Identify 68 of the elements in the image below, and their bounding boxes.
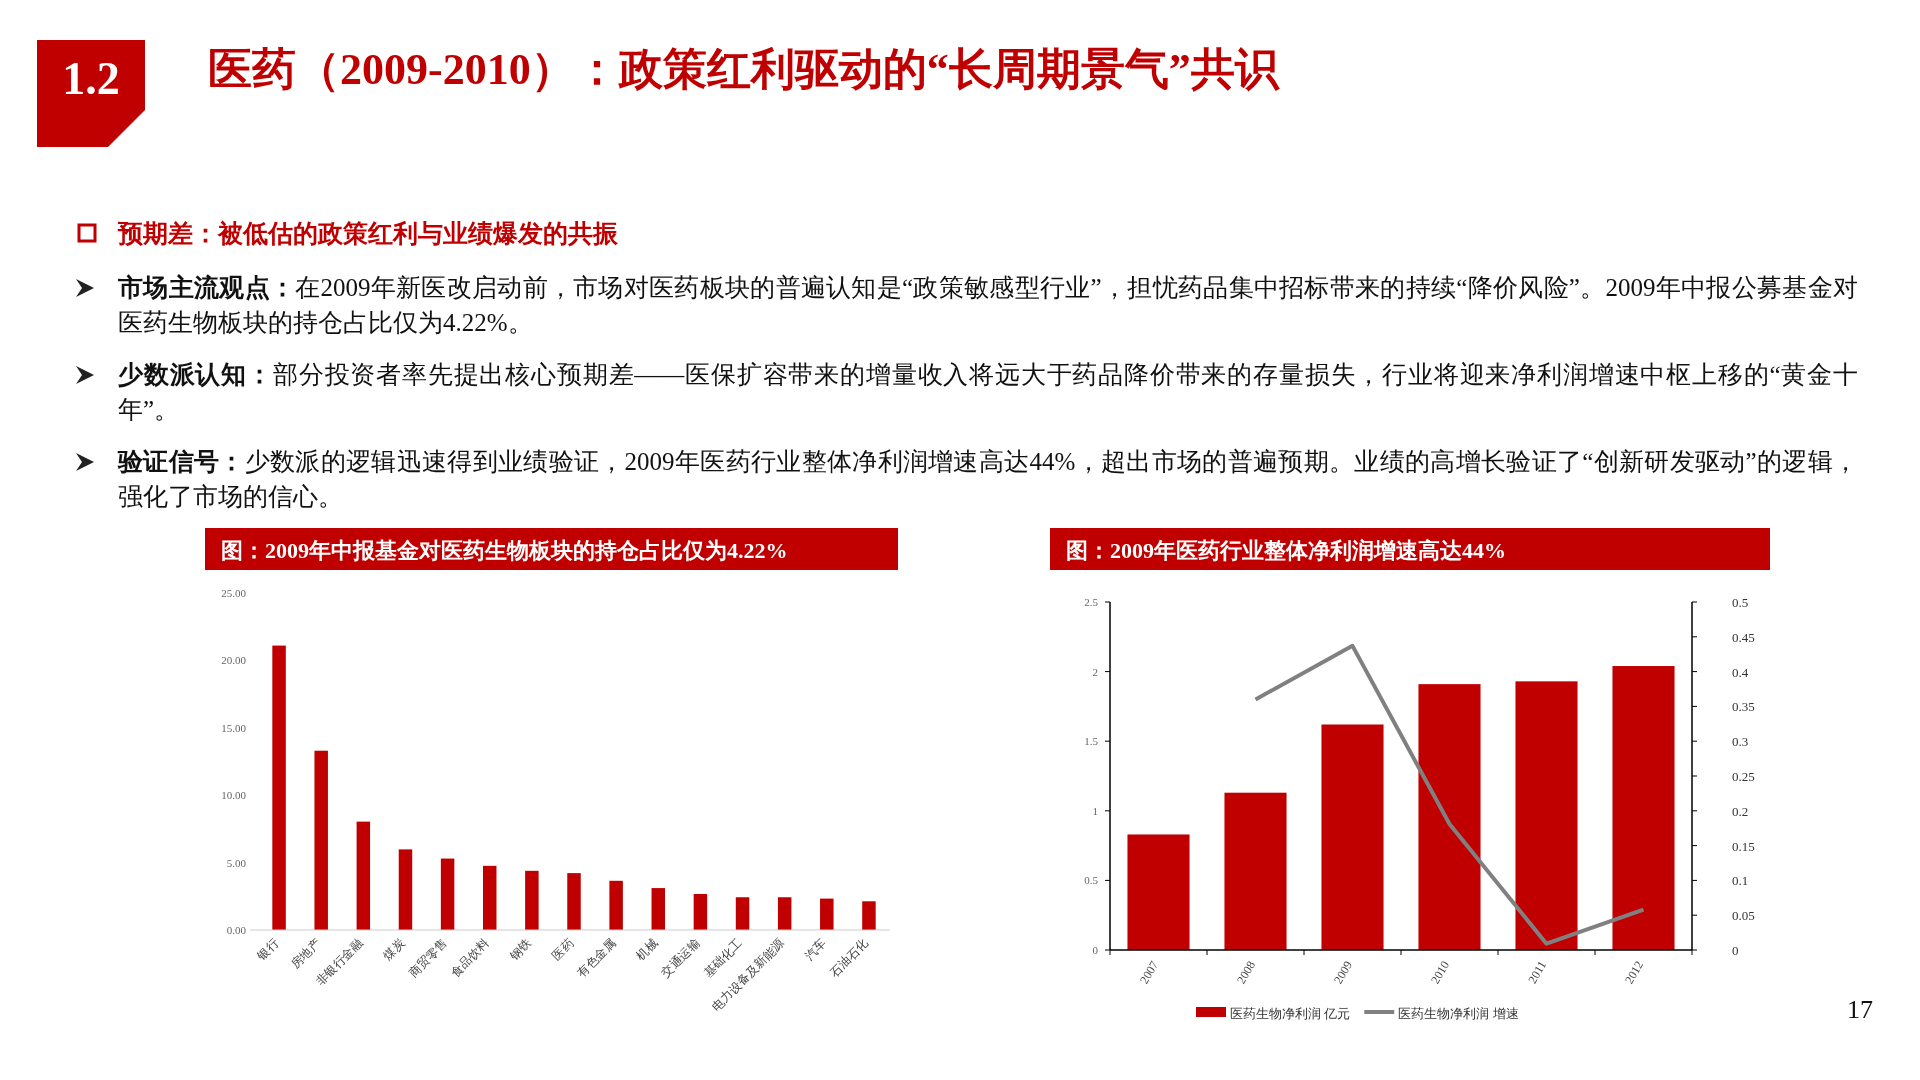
- text: 预期差：被低估的政策红利与业绩爆发的共振: [118, 219, 618, 249]
- bar: [440, 858, 455, 930]
- bar: [356, 821, 371, 930]
- bar: [693, 894, 708, 930]
- y-tick-label: 0: [1092, 944, 1099, 956]
- bar: [1418, 684, 1481, 950]
- bar: [609, 880, 623, 930]
- legend-label: 医药生物净利润 亿元: [1230, 1006, 1351, 1021]
- y-tick-label: 2.5: [1084, 596, 1099, 608]
- y2-tick-label: 0.45: [1732, 629, 1755, 645]
- bar: [1321, 724, 1384, 950]
- bar: [1224, 792, 1287, 950]
- y-tick-label: 25.00: [221, 587, 247, 599]
- y2-tick-label: 0: [1732, 943, 1739, 958]
- y-tick-label: 1: [1092, 804, 1098, 817]
- y2-tick-label: 0.05: [1732, 908, 1755, 924]
- chart-title: 图：2009年医药行业整体净利润增速高达44%: [1066, 538, 1506, 563]
- bar: [272, 645, 286, 930]
- bar: [314, 750, 328, 930]
- chart-title: 图：2009年中报基金对医药生物板块的持仓占比仅为4.22%: [221, 538, 788, 563]
- x-tick-label: 钢铁: [506, 936, 534, 964]
- y2-tick-label: 0.35: [1732, 699, 1755, 715]
- y2-tick-label: 0.15: [1732, 838, 1755, 854]
- text: 市场主流观点：在2009年新医改启动前，市场对医药板块的普遍认知是“政策敏感型行业”，担忧药品集中招标带来的持续“降价风险”。2009年中报公募基金对医药生物板块的持仓占比仅为4.22%。: [118, 273, 1858, 338]
- text: 1.2: [61, 52, 121, 105]
- line-series: [1253, 643, 1646, 946]
- x-tick-label: 食品饮料: [448, 936, 492, 981]
- y2-tick-label: 0.1: [1732, 873, 1749, 889]
- y-tick-label: 15.00: [221, 721, 247, 734]
- bar: [735, 897, 750, 930]
- y-tick-label: 20.00: [221, 654, 247, 667]
- x-tick-label: 有色金属: [574, 936, 619, 981]
- x-tick-label: 房地产: [287, 936, 324, 972]
- y2-tick-label: 0.2: [1732, 803, 1749, 819]
- y2-tick-label: 0.4: [1732, 664, 1749, 680]
- bar: [862, 901, 876, 930]
- x-tick-label: 商贸零售: [405, 936, 450, 981]
- bar: [1612, 666, 1675, 950]
- y-tick-label: 5.00: [226, 856, 247, 869]
- text: 验证信号：少数派的逻辑迅速得到业绩验证，2009年医药行业整体净利润增速高达44%，超出市场的普遍预期。业绩的高增长验证了“创新研发驱动”的逻辑，强化了市场的信心。: [118, 447, 1858, 512]
- y-tick-label: 0.00: [226, 924, 247, 936]
- x-tick-label: 交通运输: [658, 936, 703, 981]
- text: 少数派认知：部分投资者率先提出核心预期差——医保扩容带来的增量收入将远大于药品降价带来的存量损失，行业将迎来净利润增速中枢上移的“黄金十年”。: [118, 361, 1858, 423]
- x-tick-label: 医药: [549, 936, 577, 964]
- text: 17: [1846, 995, 1874, 1025]
- bar: [482, 865, 497, 930]
- bar: [525, 870, 539, 930]
- x-tick-label: 石油石化: [827, 936, 872, 981]
- y-tick-label: 1.5: [1084, 735, 1099, 748]
- y2-tick-label: 0.3: [1732, 734, 1749, 750]
- y-tick-label: 2: [1092, 665, 1098, 678]
- text: 医药（2009-2010）：政策红利驱动的“长周期景气”共识: [208, 44, 1279, 96]
- y2-tick-label: 0.25: [1732, 769, 1755, 784]
- bar: [398, 849, 413, 930]
- y-tick-label: 0.5: [1084, 874, 1099, 887]
- y-tick-label: 10.00: [221, 789, 247, 802]
- bar: [1515, 681, 1578, 950]
- x-tick-label: 银行: [253, 936, 282, 964]
- legend-label: 医药生物净利润 增速: [1398, 1006, 1519, 1021]
- bar: [777, 897, 792, 930]
- y2-tick-label: 0.5: [1732, 595, 1749, 610]
- bar: [567, 873, 581, 930]
- bar: [1127, 834, 1190, 950]
- bar: [820, 898, 834, 930]
- x-tick-label: 汽车: [802, 936, 829, 964]
- bar: [651, 888, 666, 930]
- x-tick-label: 煤炭: [380, 936, 408, 964]
- x-tick-label: 机械: [633, 936, 661, 964]
